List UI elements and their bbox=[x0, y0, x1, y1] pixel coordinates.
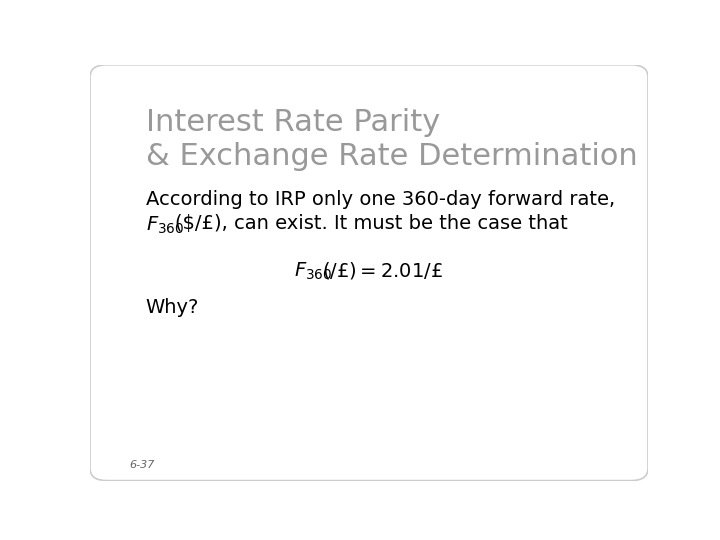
Text: Why?: Why? bbox=[145, 298, 199, 316]
Text: According to IRP only one 360-day forward rate,: According to IRP only one 360-day forwar… bbox=[145, 190, 615, 208]
Text: Interest Rate Parity: Interest Rate Parity bbox=[145, 109, 440, 138]
Text: ($/£), can exist. It must be the case that: ($/£), can exist. It must be the case th… bbox=[175, 214, 567, 233]
Text: ($/£) = $2.01/£: ($/£) = $2.01/£ bbox=[322, 260, 442, 281]
FancyBboxPatch shape bbox=[90, 65, 648, 481]
Text: 6-37: 6-37 bbox=[129, 460, 154, 470]
Text: $\mathit{F}_{360}$: $\mathit{F}_{360}$ bbox=[294, 260, 332, 281]
Text: & Exchange Rate Determination: & Exchange Rate Determination bbox=[145, 141, 637, 171]
Text: $\mathit{F}_{360}$: $\mathit{F}_{360}$ bbox=[145, 214, 184, 236]
